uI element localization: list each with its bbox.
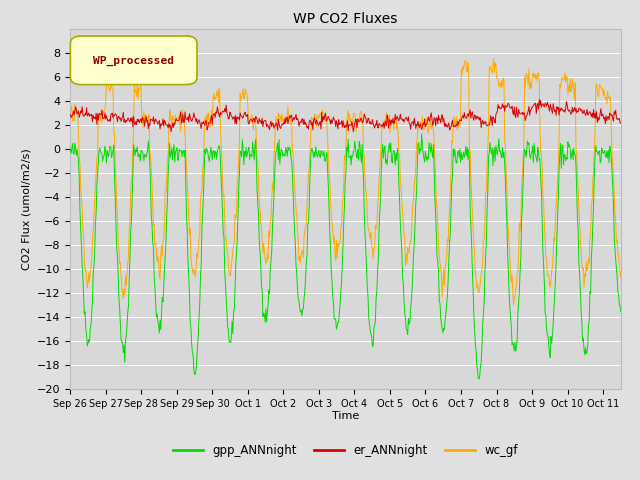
X-axis label: Time: Time xyxy=(332,411,359,421)
Y-axis label: CO2 Flux (umol/m2/s): CO2 Flux (umol/m2/s) xyxy=(22,148,31,270)
FancyBboxPatch shape xyxy=(70,36,197,84)
Legend: gpp_ANNnight, er_ANNnight, wc_gf: gpp_ANNnight, er_ANNnight, wc_gf xyxy=(168,440,523,462)
Text: WP_processed: WP_processed xyxy=(93,55,174,66)
Title: WP CO2 Fluxes: WP CO2 Fluxes xyxy=(293,12,398,26)
